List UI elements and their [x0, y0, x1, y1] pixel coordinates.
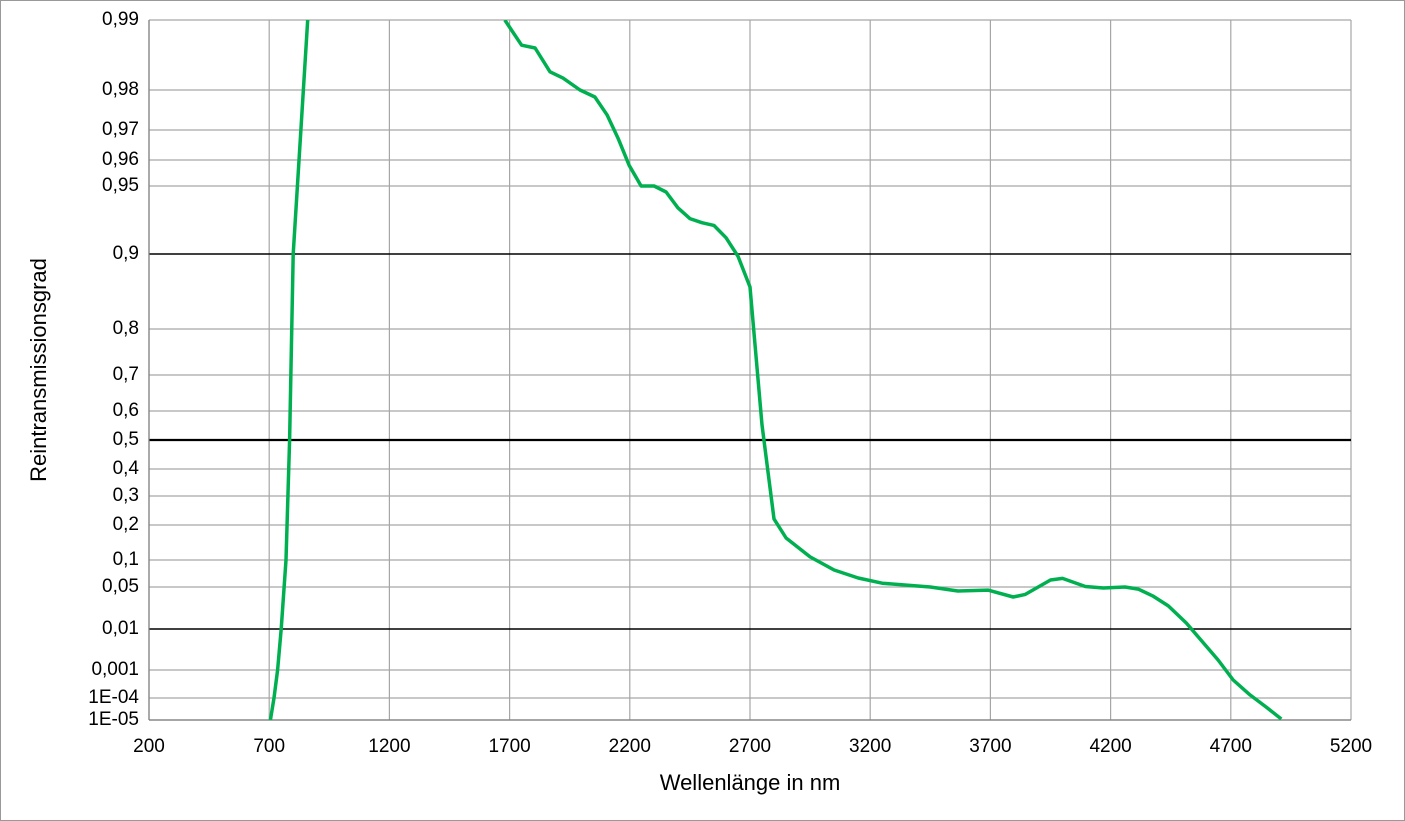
y-axis-title: Reintransmissionsgrad — [26, 258, 51, 482]
plot-area — [268, 20, 1283, 720]
x-tick-label: 3700 — [969, 736, 1011, 757]
x-axis-title: Wellenlänge in nm — [660, 770, 841, 795]
y-tick-label: 0,5 — [113, 429, 139, 450]
y-tick-label: 0,8 — [113, 318, 139, 339]
x-tick-label: 200 — [133, 736, 165, 757]
x-tick-label: 2200 — [609, 736, 651, 757]
y-tick-label: 0,7 — [113, 364, 139, 385]
y-tick-label: 1E-04 — [88, 687, 139, 708]
x-tick-label: 700 — [253, 736, 285, 757]
y-tick-label: 0,3 — [113, 485, 139, 506]
y-tick-label: 0,95 — [102, 175, 139, 196]
y-tick-label: 0,001 — [91, 659, 139, 680]
x-tick-label: 1700 — [488, 736, 530, 757]
x-tick-label: 5200 — [1330, 736, 1372, 757]
y-tick-label: 0,6 — [113, 400, 139, 421]
x-tick-label: 1200 — [368, 736, 410, 757]
y-tick-label: 0,1 — [113, 549, 139, 570]
y-tick-label: 1E-05 — [88, 709, 139, 730]
y-tick-label: 0,2 — [113, 514, 139, 535]
x-tick-label: 2700 — [729, 736, 771, 757]
y-tick-label: 0,01 — [102, 618, 139, 639]
y-tick-label: 0,98 — [102, 79, 139, 100]
y-tick-label: 0,99 — [102, 9, 139, 30]
y-tick-label: 0,05 — [102, 576, 139, 597]
data-line — [268, 20, 1283, 720]
x-tick-label: 3200 — [849, 736, 891, 757]
y-tick-label: 0,97 — [102, 119, 139, 140]
y-tick-label: 0,96 — [102, 149, 139, 170]
y-tick-label: 0,4 — [113, 458, 140, 479]
x-tick-label: 4200 — [1089, 736, 1131, 757]
y-tick-label: 0,9 — [113, 243, 139, 264]
x-tick-label: 4700 — [1210, 736, 1252, 757]
